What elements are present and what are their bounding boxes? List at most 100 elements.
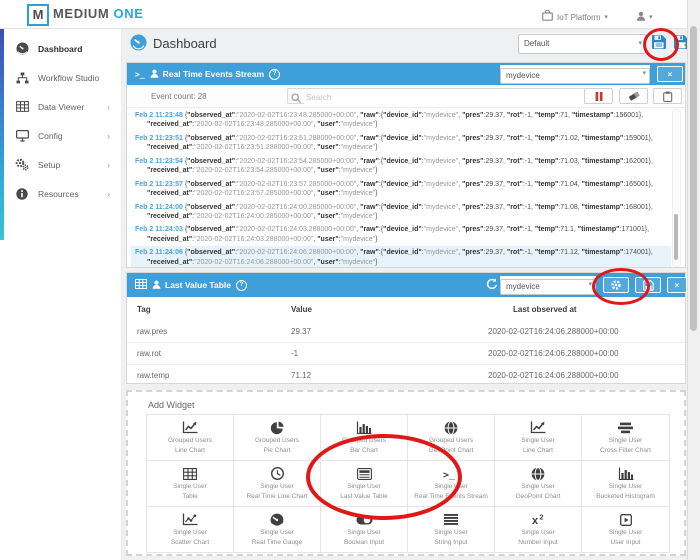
add-widget-tile-single-user-real-time-line-chart[interactable]: Single User Real Time Line Chart xyxy=(234,461,321,507)
lvt-close-button[interactable]: × xyxy=(667,277,687,293)
lvt-save-button[interactable] xyxy=(635,277,661,293)
save-icon xyxy=(642,279,654,291)
sidebar-item-workflow-studio[interactable]: Workflow Studio xyxy=(0,63,121,92)
page-scrollbar[interactable] xyxy=(687,0,700,560)
chevron-right-icon: › xyxy=(107,188,110,199)
add-widget-tile-single-user-real-time-events-stream[interactable]: >_ Single User Real Time Events Stream xyxy=(408,461,495,507)
last-value-table: Tag Value Last observed at raw.pres 29.37 20… xyxy=(127,297,685,386)
data-viewer-icon xyxy=(15,101,29,112)
add-widget-tile-single-user-number-input[interactable]: x 2 Single User Number Input xyxy=(495,507,582,552)
user-play-icon xyxy=(619,512,632,527)
tile-label-line1: Single User xyxy=(608,483,643,491)
svg-text:>_: >_ xyxy=(443,470,456,480)
tile-label-line2: Bar Chart xyxy=(350,446,378,454)
platform-menu[interactable]: IoT Platform ▾ xyxy=(542,8,608,26)
add-widget-tile-single-user-last-value-table[interactable]: Single User Last Value Table xyxy=(321,461,408,507)
clear-stream-button[interactable] xyxy=(619,88,648,104)
caret-down-icon: ▾ xyxy=(649,13,653,21)
page-title: Dashboard xyxy=(153,36,217,51)
add-widget-tile-grouped-users-bar-chart[interactable]: Grouped Users Bar Chart xyxy=(321,415,408,461)
events-search-box xyxy=(287,88,585,105)
sidebar-item-dashboard[interactable]: Dashboard xyxy=(0,34,121,63)
add-widget-tile-single-user-user-input[interactable]: Single User User Input xyxy=(582,507,669,552)
scatter-chart-icon xyxy=(182,512,198,527)
events-log-scrollbar-thumb[interactable] xyxy=(674,214,678,260)
events-search-input[interactable] xyxy=(304,89,584,105)
last-value-table-widget: Last Value Table ? × Tag Value Last observ… xyxy=(126,272,687,386)
save-dashboard-button[interactable] xyxy=(651,34,667,53)
lvt-widget-title: Last Value Table xyxy=(165,280,231,290)
last-value-table-icon xyxy=(356,466,372,481)
help-icon[interactable]: ? xyxy=(269,68,281,80)
add-widget-tile-single-user-scatter-chart[interactable]: Single User Scatter Chart xyxy=(147,507,234,552)
lvt-row-raw.rot: raw.rot -1 2020-02-02T16:24:06.288000+00:0… xyxy=(127,342,685,364)
dashboard-gauge-icon xyxy=(130,34,147,56)
log-entry: Feb 2 11:23:57 {"observed_at":"2020-02-0… xyxy=(135,180,653,198)
add-widget-tile-single-user-line-chart[interactable]: Single User Line Chart xyxy=(495,415,582,461)
add-widget-tile-single-user-bucketed-histogram[interactable]: Single User Bucketed Histogram xyxy=(582,461,669,507)
lvt-device-select-wrap: mydevice ▾ xyxy=(500,276,596,295)
events-close-button[interactable]: × xyxy=(657,66,683,82)
help-icon[interactable]: ? xyxy=(235,279,247,291)
add-widget-tile-single-user-real-time-gauge[interactable]: Single User Real Time Gauge xyxy=(234,507,321,552)
events-log[interactable]: Feb 2 11:23:48 {"observed_at":"2020-02-0… xyxy=(127,107,685,267)
sidebar-item-resources[interactable]: Resources › xyxy=(0,179,121,208)
page-scrollbar-thumb[interactable] xyxy=(690,26,697,331)
gauge-icon xyxy=(270,512,284,527)
add-widget-tile-single-user-geopoint-chart[interactable]: Single User GeoPoint Chart xyxy=(495,461,582,507)
tile-label-line1: Single User xyxy=(434,483,468,491)
add-widget-tile-grouped-users-line-chart[interactable]: Grouped Users Line Chart xyxy=(147,415,234,461)
resources-icon xyxy=(15,187,29,200)
logo-m-icon: M xyxy=(27,4,49,26)
tile-label-line1: Single User xyxy=(347,529,381,537)
tile-label-line1: Grouped Users xyxy=(428,437,474,445)
boolean-toggle-icon xyxy=(356,512,373,527)
chevron-right-icon: › xyxy=(107,159,110,170)
add-widget-tile-grouped-users-pie-chart[interactable]: Grouped Users Pie Chart xyxy=(234,415,321,461)
geopoint-chart-icon xyxy=(531,466,545,481)
events-log-scrollbar[interactable] xyxy=(672,109,681,267)
lvt-widget-header: Last Value Table ? × xyxy=(127,273,687,297)
dashboard-icon xyxy=(15,42,29,55)
line-chart-icon xyxy=(182,420,198,435)
close-icon: × xyxy=(667,69,673,79)
lvt-device-select[interactable]: mydevice xyxy=(500,278,596,295)
lvt-cell-last-observed: 2020-02-02T16:24:06.288000+00:00 xyxy=(488,327,619,336)
tile-label-line2: GeoPoint Chart xyxy=(428,446,474,454)
sidebar-item-config[interactable]: Config › xyxy=(0,121,121,150)
real-time-events-stream-widget: >_ Real Time Events Stream ? × Event cou… xyxy=(126,62,686,268)
sidebar-item-setup[interactable]: Setup › xyxy=(0,150,121,179)
pause-stream-button[interactable] xyxy=(584,88,613,104)
user-menu[interactable]: ▾ xyxy=(636,8,653,26)
logo-text: MEDIUM ONE xyxy=(53,6,144,21)
lvt-row-raw.pres: raw.pres 29.37 2020-02-02T16:24:06.288000+… xyxy=(127,321,685,342)
tile-label-line2: Last Value Table xyxy=(340,492,388,500)
lvt-cell-last-observed: 2020-02-02T16:24:06.288000+00:00 xyxy=(488,371,619,380)
events-device-select[interactable]: mydevice xyxy=(500,67,650,84)
events-device-select-wrap: mydevice ▾ xyxy=(500,65,650,84)
chevron-right-icon: › xyxy=(107,130,110,141)
copy-events-button[interactable] xyxy=(653,88,682,104)
add-widget-tile-single-user-table[interactable]: Single User Table xyxy=(147,461,234,507)
config-icon xyxy=(15,129,29,142)
lvt-header-row: Tag Value Last observed at xyxy=(127,297,685,321)
lvt-row-raw.temp: raw.temp 71.12 2020-02-02T16:24:06.288000+… xyxy=(127,364,685,386)
lvt-column-header: Value xyxy=(291,304,312,314)
pause-icon xyxy=(595,91,602,101)
bar-chart-icon xyxy=(356,420,372,435)
workflow-icon xyxy=(15,72,29,84)
lvt-settings-button[interactable] xyxy=(603,277,629,293)
add-widget-tile-single-user-string-input[interactable]: Single User String Input xyxy=(408,507,495,552)
log-entry: Feb 2 11:23:54 {"observed_at":"2020-02-0… xyxy=(135,157,653,175)
tile-label-line1: Single User xyxy=(347,483,381,491)
sidebar-item-data-viewer[interactable]: Data Viewer › xyxy=(0,92,121,121)
add-widget-tile-single-user-cross-filter-chart[interactable]: Single User Cross Filter Chart xyxy=(582,415,669,461)
add-widget-tile-single-user-boolean-input[interactable]: Single User Boolean Input xyxy=(321,507,408,552)
add-widget-tile-grouped-users-geopoint-chart[interactable]: Grouped Users GeoPoint Chart xyxy=(408,415,495,461)
dashboard-select[interactable]: Default xyxy=(518,33,646,54)
lvt-cell-last-observed: 2020-02-02T16:24:06.288000+00:00 xyxy=(488,349,619,358)
clipboard-icon xyxy=(662,91,672,102)
lvt-refresh-button[interactable] xyxy=(486,277,498,295)
tile-label-line2: Real Time Events Stream xyxy=(414,492,488,500)
